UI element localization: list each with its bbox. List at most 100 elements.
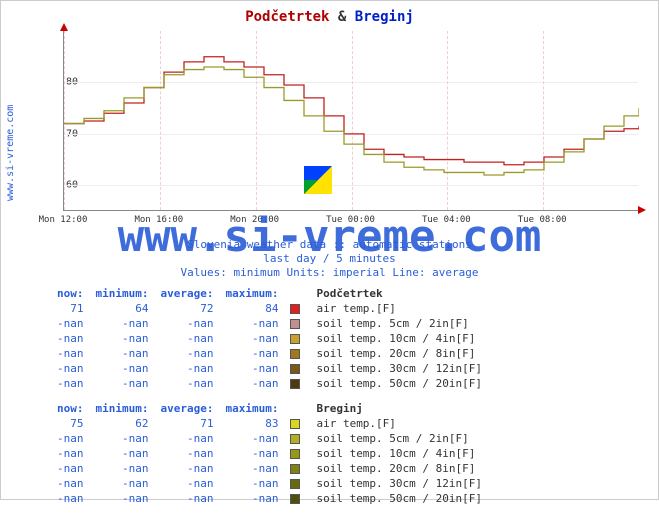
series-line <box>64 67 639 175</box>
cell-now: -nan <box>51 476 90 491</box>
cell-swatch <box>284 301 310 316</box>
subtitle-line1: Slovenia weather data :: automatic stati… <box>1 238 658 251</box>
title-loc1: Podčetrtek <box>245 9 329 25</box>
cell-now: -nan <box>51 461 90 476</box>
cell-avg: 72 <box>154 301 219 316</box>
location-header: Breginj <box>310 401 488 416</box>
cell-max: -nan <box>219 461 284 476</box>
chart-title: Podčetrtek & Breginj <box>1 1 658 25</box>
cell-series-name: air temp.[F] <box>310 416 488 431</box>
cell-max: -nan <box>219 476 284 491</box>
sidebar-url-label: www.si-vreme.com <box>5 105 16 201</box>
logo-badge <box>304 166 332 194</box>
title-amp: & <box>338 9 346 25</box>
col-header: average: <box>154 401 219 416</box>
cell-now: -nan <box>51 491 90 506</box>
subtitle-line2: last day / 5 minutes <box>1 252 658 265</box>
cell-max: -nan <box>219 431 284 446</box>
table-row: 75627183air temp.[F] <box>51 416 488 431</box>
cell-series-name: soil temp. 30cm / 12in[F] <box>310 476 488 491</box>
cell-swatch <box>284 446 310 461</box>
table-row: -nan-nan-nan-nansoil temp. 50cm / 20in[F… <box>51 376 488 391</box>
cell-max: -nan <box>219 446 284 461</box>
x-tick-label: Mon 16:00 <box>134 215 183 225</box>
cell-min: -nan <box>90 446 155 461</box>
col-header: minimum: <box>90 401 155 416</box>
cell-min: -nan <box>90 476 155 491</box>
x-tick-label: Mon 12:00 <box>39 215 88 225</box>
cell-series-name: soil temp. 10cm / 4in[F] <box>310 331 488 346</box>
cell-min: -nan <box>90 431 155 446</box>
cell-swatch <box>284 461 310 476</box>
cell-swatch <box>284 431 310 446</box>
cell-swatch <box>284 361 310 376</box>
table-row: -nan-nan-nan-nansoil temp. 10cm / 4in[F] <box>51 331 488 346</box>
cell-now: -nan <box>51 361 90 376</box>
table-row: -nan-nan-nan-nansoil temp. 20cm / 8in[F] <box>51 461 488 476</box>
table-row: -nan-nan-nan-nansoil temp. 50cm / 20in[F… <box>51 491 488 506</box>
x-tick-label: Tue 04:00 <box>422 215 471 225</box>
cell-now: -nan <box>51 431 90 446</box>
cell-min: -nan <box>90 461 155 476</box>
table-row: -nan-nan-nan-nansoil temp. 30cm / 12in[F… <box>51 476 488 491</box>
cell-avg: -nan <box>154 316 219 331</box>
cell-max: 83 <box>219 416 284 431</box>
cell-avg: -nan <box>154 376 219 391</box>
cell-max: -nan <box>219 331 284 346</box>
cell-min: -nan <box>90 491 155 506</box>
cell-avg: -nan <box>154 346 219 361</box>
cell-swatch <box>284 476 310 491</box>
title-loc2: Breginj <box>355 9 414 25</box>
table-row: 71647284air temp.[F] <box>51 301 488 316</box>
cell-swatch <box>284 316 310 331</box>
stats-table: now:minimum:average:maximum:Podčetrtek71… <box>51 286 488 391</box>
cell-avg: -nan <box>154 491 219 506</box>
col-header: now: <box>51 286 90 301</box>
table-row: -nan-nan-nan-nansoil temp. 10cm / 4in[F] <box>51 446 488 461</box>
data-tables: now:minimum:average:maximum:Podčetrtek71… <box>51 286 488 516</box>
cell-series-name: soil temp. 50cm / 20in[F] <box>310 491 488 506</box>
cell-series-name: soil temp. 50cm / 20in[F] <box>310 376 488 391</box>
cell-min: -nan <box>90 346 155 361</box>
cell-min: 64 <box>90 301 155 316</box>
col-header: maximum: <box>219 401 284 416</box>
cell-now: 75 <box>51 416 90 431</box>
location-header: Podčetrtek <box>310 286 488 301</box>
cell-series-name: air temp.[F] <box>310 301 488 316</box>
cell-now: -nan <box>51 346 90 361</box>
cell-min: -nan <box>90 316 155 331</box>
cell-max: -nan <box>219 316 284 331</box>
x-tick-label: Mon 20:00 <box>230 215 279 225</box>
cell-now: 71 <box>51 301 90 316</box>
x-tick-label: Tue 00:00 <box>326 215 375 225</box>
cell-swatch <box>284 376 310 391</box>
stats-table: now:minimum:average:maximum:Breginj75627… <box>51 401 488 506</box>
cell-series-name: soil temp. 5cm / 2in[F] <box>310 316 488 331</box>
col-header: average: <box>154 286 219 301</box>
cell-min: -nan <box>90 376 155 391</box>
cell-series-name: soil temp. 30cm / 12in[F] <box>310 361 488 376</box>
cell-now: -nan <box>51 446 90 461</box>
cell-avg: -nan <box>154 331 219 346</box>
cell-avg: -nan <box>154 461 219 476</box>
cell-max: -nan <box>219 361 284 376</box>
cell-max: -nan <box>219 346 284 361</box>
cell-avg: 71 <box>154 416 219 431</box>
cell-series-name: soil temp. 20cm / 8in[F] <box>310 346 488 361</box>
cell-now: -nan <box>51 331 90 346</box>
cell-avg: -nan <box>154 476 219 491</box>
table-row: -nan-nan-nan-nansoil temp. 5cm / 2in[F] <box>51 431 488 446</box>
cell-max: -nan <box>219 376 284 391</box>
cell-now: -nan <box>51 376 90 391</box>
table-row: -nan-nan-nan-nansoil temp. 5cm / 2in[F] <box>51 316 488 331</box>
cell-swatch <box>284 331 310 346</box>
col-header: minimum: <box>90 286 155 301</box>
col-header: maximum: <box>219 286 284 301</box>
series-line <box>64 57 639 165</box>
cell-max: -nan <box>219 491 284 506</box>
cell-swatch <box>284 416 310 431</box>
cell-series-name: soil temp. 20cm / 8in[F] <box>310 461 488 476</box>
cell-min: -nan <box>90 361 155 376</box>
table-row: -nan-nan-nan-nansoil temp. 30cm / 12in[F… <box>51 361 488 376</box>
cell-avg: -nan <box>154 431 219 446</box>
